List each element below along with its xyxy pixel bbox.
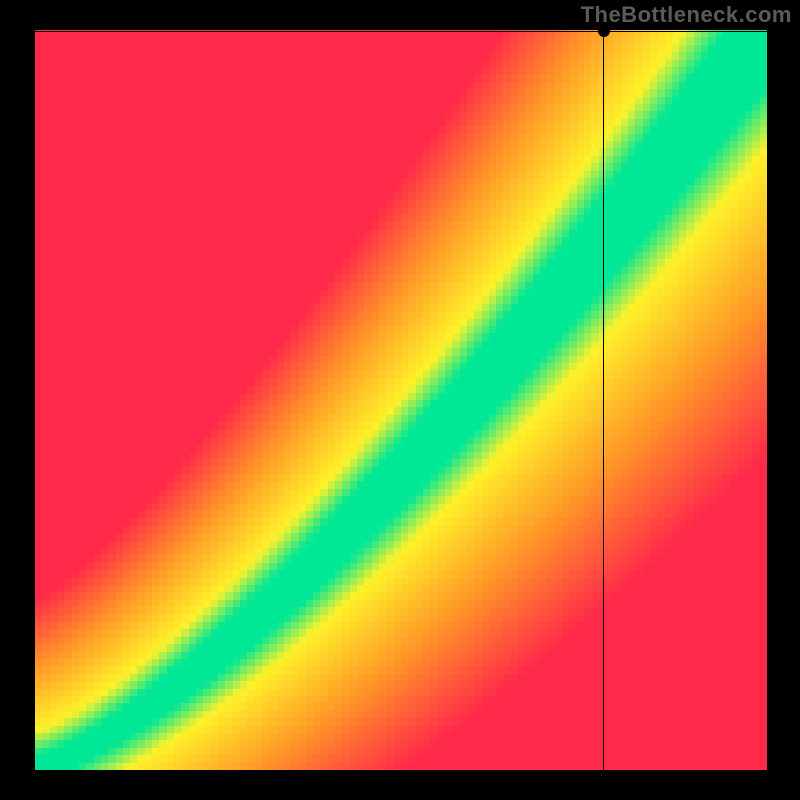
crosshair-horizontal — [35, 31, 767, 32]
bottleneck-heatmap — [35, 30, 767, 770]
watermark-text: TheBottleneck.com — [581, 2, 792, 28]
crosshair-vertical — [603, 30, 604, 770]
